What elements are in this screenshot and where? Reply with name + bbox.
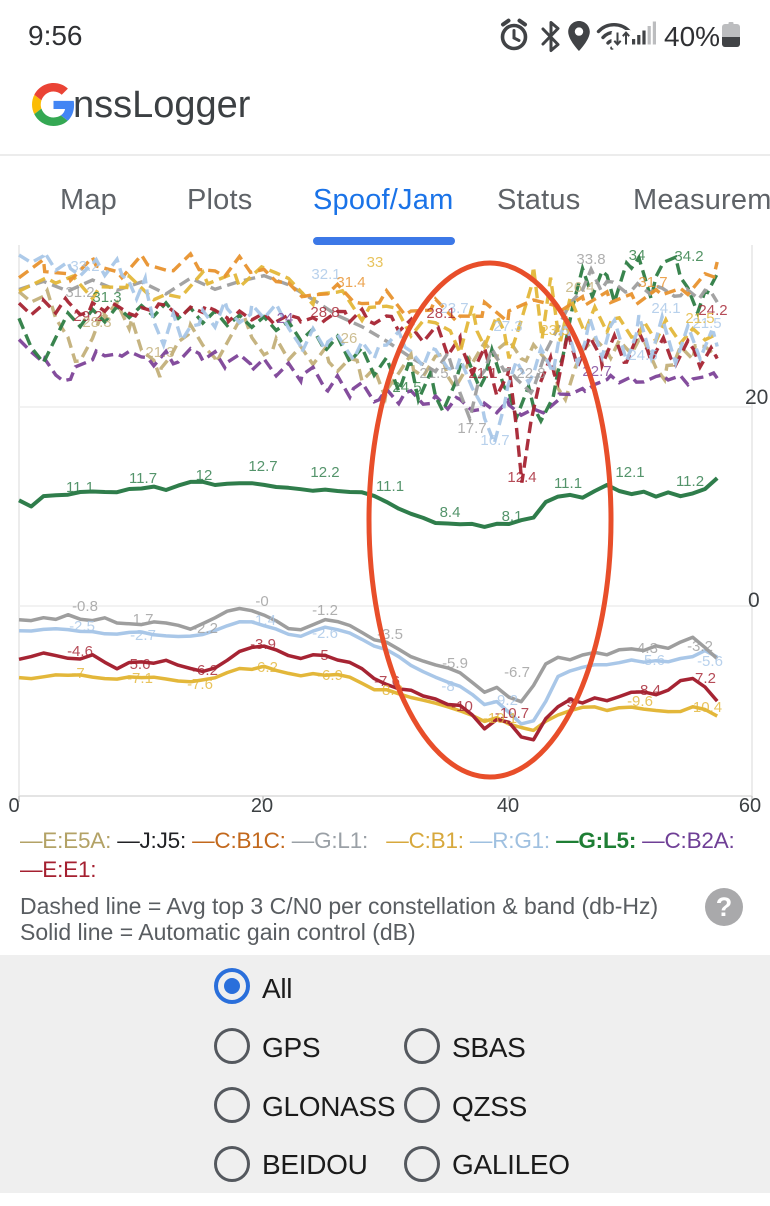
svg-text:29.2: 29.2 xyxy=(73,308,102,325)
svg-text:5.6: 5.6 xyxy=(130,656,151,673)
svg-text:24: 24 xyxy=(277,310,294,327)
svg-text:33: 33 xyxy=(367,254,384,271)
svg-text:-6.9: -6.9 xyxy=(317,667,343,684)
svg-text:12.1: 12.1 xyxy=(615,464,644,481)
svg-text:17.7: 17.7 xyxy=(457,420,486,437)
svg-text:-6.2: -6.2 xyxy=(192,662,218,679)
svg-text:33.8: 33.8 xyxy=(576,251,605,268)
svg-text:-8.4: -8.4 xyxy=(635,682,661,699)
svg-text:-10: -10 xyxy=(451,698,473,715)
svg-text:11.7: 11.7 xyxy=(129,470,157,487)
svg-text:-10.7: -10.7 xyxy=(495,705,529,722)
svg-text:-1.2: -1.2 xyxy=(312,602,338,619)
svg-text:24.2: 24.2 xyxy=(698,302,727,319)
svg-text:21.1: 21.1 xyxy=(468,365,497,382)
svg-text:16.7: 16.7 xyxy=(480,432,509,449)
svg-text:-7.1: -7.1 xyxy=(127,670,153,687)
svg-text:28.8: 28.8 xyxy=(310,304,339,321)
svg-text:28.1: 28.1 xyxy=(426,305,455,322)
svg-text:-6.2: -6.2 xyxy=(252,659,278,676)
svg-text:21.3: 21.3 xyxy=(145,344,174,361)
svg-text:-1.4: -1.4 xyxy=(250,612,276,629)
svg-text:-5.9: -5.9 xyxy=(442,655,468,672)
svg-text:12.4: 12.4 xyxy=(507,469,536,486)
svg-text:-9.2: -9.2 xyxy=(492,692,518,709)
svg-text:40%: 40% xyxy=(664,21,720,52)
svg-text:24.5: 24.5 xyxy=(628,347,657,364)
svg-text:-5: -5 xyxy=(315,647,328,664)
svg-text:-8: -8 xyxy=(441,678,454,695)
svg-text:33.2: 33.2 xyxy=(70,258,99,275)
svg-text:-4.3: -4.3 xyxy=(632,640,658,657)
svg-text:24.1: 24.1 xyxy=(651,300,680,317)
svg-text:11.1: 11.1 xyxy=(554,475,582,492)
svg-text:26.4: 26.4 xyxy=(565,279,594,296)
svg-text:32.1: 32.1 xyxy=(311,266,340,283)
svg-text:-5.6: -5.6 xyxy=(697,653,723,670)
svg-text:23.5: 23.5 xyxy=(540,322,569,339)
svg-text:-10.1: -10.1 xyxy=(483,710,517,727)
svg-text:-0.8: -0.8 xyxy=(72,598,98,615)
svg-text:11.1: 11.1 xyxy=(66,479,94,496)
svg-text:-7.2: -7.2 xyxy=(690,670,716,687)
svg-text:0: 0 xyxy=(8,795,19,817)
svg-text:8.4: 8.4 xyxy=(440,504,461,521)
svg-text:21.5: 21.5 xyxy=(685,310,714,327)
svg-text:12.2: 12.2 xyxy=(310,464,339,481)
svg-text:-6.7: -6.7 xyxy=(504,664,530,681)
svg-text:31.7: 31.7 xyxy=(638,274,667,291)
svg-text:-2.7: -2.7 xyxy=(130,627,156,644)
svg-text:21.5: 21.5 xyxy=(692,315,721,332)
svg-text:1.7: 1.7 xyxy=(133,611,154,628)
svg-text:0: 0 xyxy=(748,589,760,612)
svg-text:12.7: 12.7 xyxy=(248,458,277,475)
svg-text:22.8: 22.8 xyxy=(516,365,545,382)
svg-text:20: 20 xyxy=(745,386,768,409)
svg-text:28.3: 28.3 xyxy=(82,314,111,331)
svg-text:-3.2: -3.2 xyxy=(687,638,713,655)
svg-text:11.2: 11.2 xyxy=(676,473,704,490)
svg-text:-4.6: -4.6 xyxy=(67,643,93,660)
svg-text:21.5: 21.5 xyxy=(419,365,448,382)
svg-text:-0: -0 xyxy=(255,593,268,610)
svg-text:40: 40 xyxy=(497,795,519,817)
svg-text:-7.6: -7.6 xyxy=(187,676,213,693)
svg-text:23.7: 23.7 xyxy=(439,300,468,317)
svg-text:-7: -7 xyxy=(71,665,84,682)
svg-text:11.1: 11.1 xyxy=(376,478,404,495)
svg-text:-9.6: -9.6 xyxy=(627,693,653,710)
svg-text:27.3: 27.3 xyxy=(493,318,522,335)
svg-text:24.5: 24.5 xyxy=(392,379,421,396)
svg-text:34.2: 34.2 xyxy=(674,248,703,265)
svg-text:-2.5: -2.5 xyxy=(69,618,95,635)
svg-text:-2.6: -2.6 xyxy=(312,625,338,642)
svg-text:26: 26 xyxy=(341,330,358,347)
svg-text:31.2: 31.2 xyxy=(65,284,94,301)
svg-text:31.4: 31.4 xyxy=(336,274,365,291)
svg-text:-2.2: -2.2 xyxy=(192,620,218,637)
svg-text:34: 34 xyxy=(629,247,646,264)
svg-text:-10.4: -10.4 xyxy=(688,699,722,716)
svg-text:-5.6: -5.6 xyxy=(639,652,665,669)
svg-text:31.3: 31.3 xyxy=(92,289,121,306)
svg-text:12: 12 xyxy=(196,467,213,484)
svg-text:20: 20 xyxy=(251,795,273,817)
svg-text:60: 60 xyxy=(739,795,761,817)
svg-text:-3.9: -3.9 xyxy=(250,636,276,653)
svg-text:8.1: 8.1 xyxy=(502,508,523,525)
